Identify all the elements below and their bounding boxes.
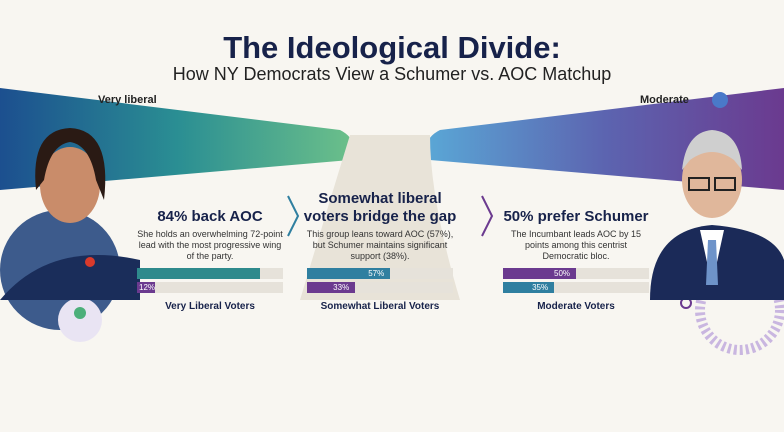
bar bbox=[137, 268, 260, 279]
bar-track: 57% bbox=[307, 268, 453, 279]
bar-track: 50% bbox=[503, 268, 649, 279]
panel: 84% back AOC She holds an overwhelming 72… bbox=[130, 190, 290, 312]
panel-heading: Somewhat liberal voters bridge the gap bbox=[303, 190, 457, 225]
spectrum-right: Moderate bbox=[640, 94, 689, 106]
panel-caption: Moderate Voters bbox=[537, 301, 615, 312]
bar-label: 50% bbox=[554, 269, 571, 278]
panel-caption: Somewhat Liberal Voters bbox=[320, 301, 440, 312]
subtitle: How NY Democrats View a Schumer vs. AOC … bbox=[172, 64, 612, 84]
bar-label: 12% bbox=[139, 283, 156, 292]
panel-heading: 84% back AOC bbox=[157, 208, 263, 225]
bar bbox=[307, 282, 356, 293]
bar-track bbox=[137, 268, 283, 279]
panel-body: The Incumbant leads AOC by 15 points amo… bbox=[510, 229, 642, 261]
panel: Somewhat liberal voters bridge the gap Th… bbox=[300, 190, 460, 312]
spectrum-left: Very liberal bbox=[98, 94, 157, 106]
bar bbox=[137, 282, 155, 293]
panel-body: She holds an overwhelming 72-point lead … bbox=[137, 229, 283, 261]
bar-track: 12% bbox=[137, 282, 283, 293]
bar bbox=[503, 282, 555, 293]
panel: 50% prefer Schumer The Incumbant leads AO… bbox=[496, 190, 656, 312]
panel-heading: 50% prefer Schumer bbox=[503, 208, 649, 225]
panel-body: This group leans toward AOC (57%), but S… bbox=[306, 229, 454, 261]
bar bbox=[307, 268, 391, 279]
bar bbox=[503, 268, 576, 279]
panel-caption: Very Liberal Voters bbox=[165, 301, 255, 312]
bar-track: 35% bbox=[503, 282, 649, 293]
bar-label: 35% bbox=[532, 283, 549, 292]
title: The Ideological Divide: bbox=[223, 30, 561, 65]
bar-track: 33% bbox=[307, 282, 453, 293]
bar-label: 33% bbox=[333, 283, 350, 292]
bar-label: 57% bbox=[368, 269, 385, 278]
